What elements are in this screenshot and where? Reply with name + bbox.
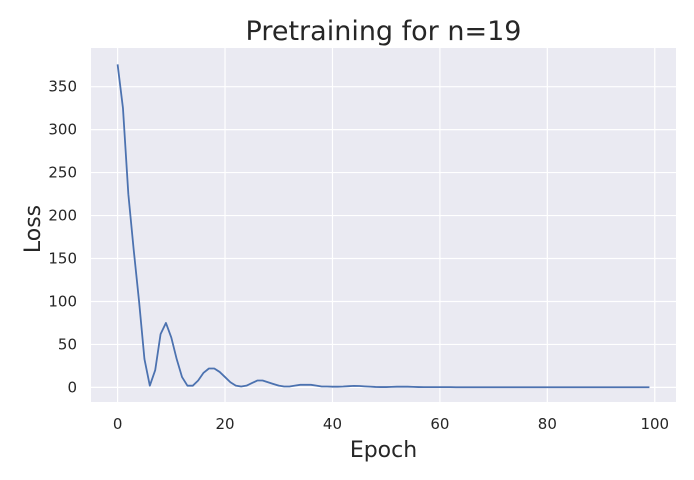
loss-series-line [116, 64, 650, 389]
y-tick-label: 300 [48, 121, 77, 139]
y-tick-label: 150 [48, 250, 77, 268]
chart-title: Pretraining for n=19 [246, 16, 522, 47]
x-tick-label: 80 [538, 415, 557, 433]
y-tick-label: 250 [48, 164, 77, 182]
x-tick-label: 100 [640, 415, 669, 433]
x-tick-label: 60 [430, 415, 449, 433]
y-tick-label: 350 [48, 78, 77, 96]
plot-area [91, 48, 676, 402]
grid [91, 48, 676, 402]
x-tick-labels: 0 20 40 60 80 100 [113, 415, 669, 433]
y-tick-label: 0 [67, 378, 77, 396]
x-tick-label: 0 [113, 415, 123, 433]
y-axis-label: Loss [21, 205, 46, 253]
x-tick-label: 40 [323, 415, 342, 433]
y-tick-label: 100 [48, 292, 77, 310]
x-tick-label: 20 [215, 415, 234, 433]
y-tick-labels: 0 50 100 150 200 250 300 350 [48, 78, 77, 397]
y-tick-label: 50 [58, 335, 77, 353]
x-axis-label: Epoch [350, 438, 417, 463]
y-tick-label: 200 [48, 207, 77, 225]
series-group [116, 64, 650, 389]
